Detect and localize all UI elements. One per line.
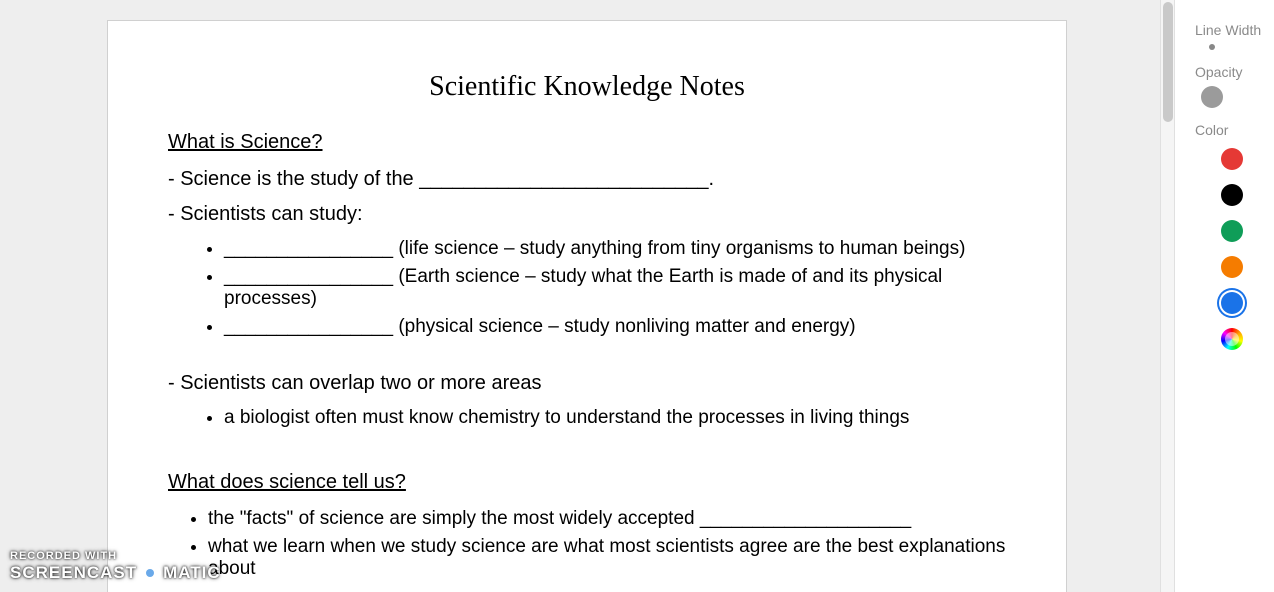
color-swatch-picker[interactable] [1221, 328, 1243, 350]
color-swatches [1181, 148, 1268, 350]
color-swatch-black[interactable] [1221, 184, 1243, 206]
body-line: - Science is the study of the __________… [168, 168, 1006, 191]
list-item: what we learn when we study science are … [208, 536, 1006, 580]
tools-panel: Line Width Opacity Color [1174, 0, 1274, 592]
document-canvas[interactable]: Scientific Knowledge Notes What is Scien… [0, 0, 1174, 592]
list-item: the "facts" of science are simply the mo… [208, 508, 1006, 530]
list-item: ________________ (Earth science – study … [224, 266, 1006, 310]
list-item: ________________ (life science – study a… [224, 238, 1006, 260]
watermark-brand-left: SCREENCAST [10, 563, 137, 583]
bullet-list: the "facts" of science are simply the mo… [208, 508, 1006, 580]
list-item: a biologist often must know chemistry to… [224, 407, 1006, 429]
bullet-list: ________________ (life science – study a… [224, 238, 1006, 338]
bullet-list: a biologist often must know chemistry to… [224, 407, 1006, 429]
watermark-logo-icon [139, 562, 161, 584]
line-width-label: Line Width [1195, 22, 1268, 38]
color-label: Color [1195, 122, 1268, 138]
body-line: - Scientists can overlap two or more are… [168, 372, 1006, 395]
color-swatch-blue[interactable] [1221, 292, 1243, 314]
body-line: - Scientists can study: [168, 203, 1006, 226]
color-swatch-green[interactable] [1221, 220, 1243, 242]
page: Scientific Knowledge Notes What is Scien… [107, 20, 1067, 592]
section-heading-2: What does science tell us? [168, 471, 1006, 494]
opacity-swatch[interactable] [1201, 86, 1223, 108]
page-title: Scientific Knowledge Notes [168, 71, 1006, 103]
vertical-scrollbar[interactable] [1160, 0, 1174, 592]
section-heading-1: What is Science? [168, 131, 1006, 154]
screencast-watermark: RECORDED WITH SCREENCAST MATIC [10, 550, 221, 584]
watermark-line1: RECORDED WITH [10, 550, 221, 562]
watermark-brand-right: MATIC [163, 563, 221, 583]
list-item: ________________ (physical science – stu… [224, 316, 1006, 338]
color-swatch-orange[interactable] [1221, 256, 1243, 278]
color-swatch-red[interactable] [1221, 148, 1243, 170]
line-width-indicator[interactable] [1209, 44, 1215, 50]
scroll-thumb[interactable] [1163, 2, 1173, 122]
opacity-label: Opacity [1195, 64, 1268, 80]
